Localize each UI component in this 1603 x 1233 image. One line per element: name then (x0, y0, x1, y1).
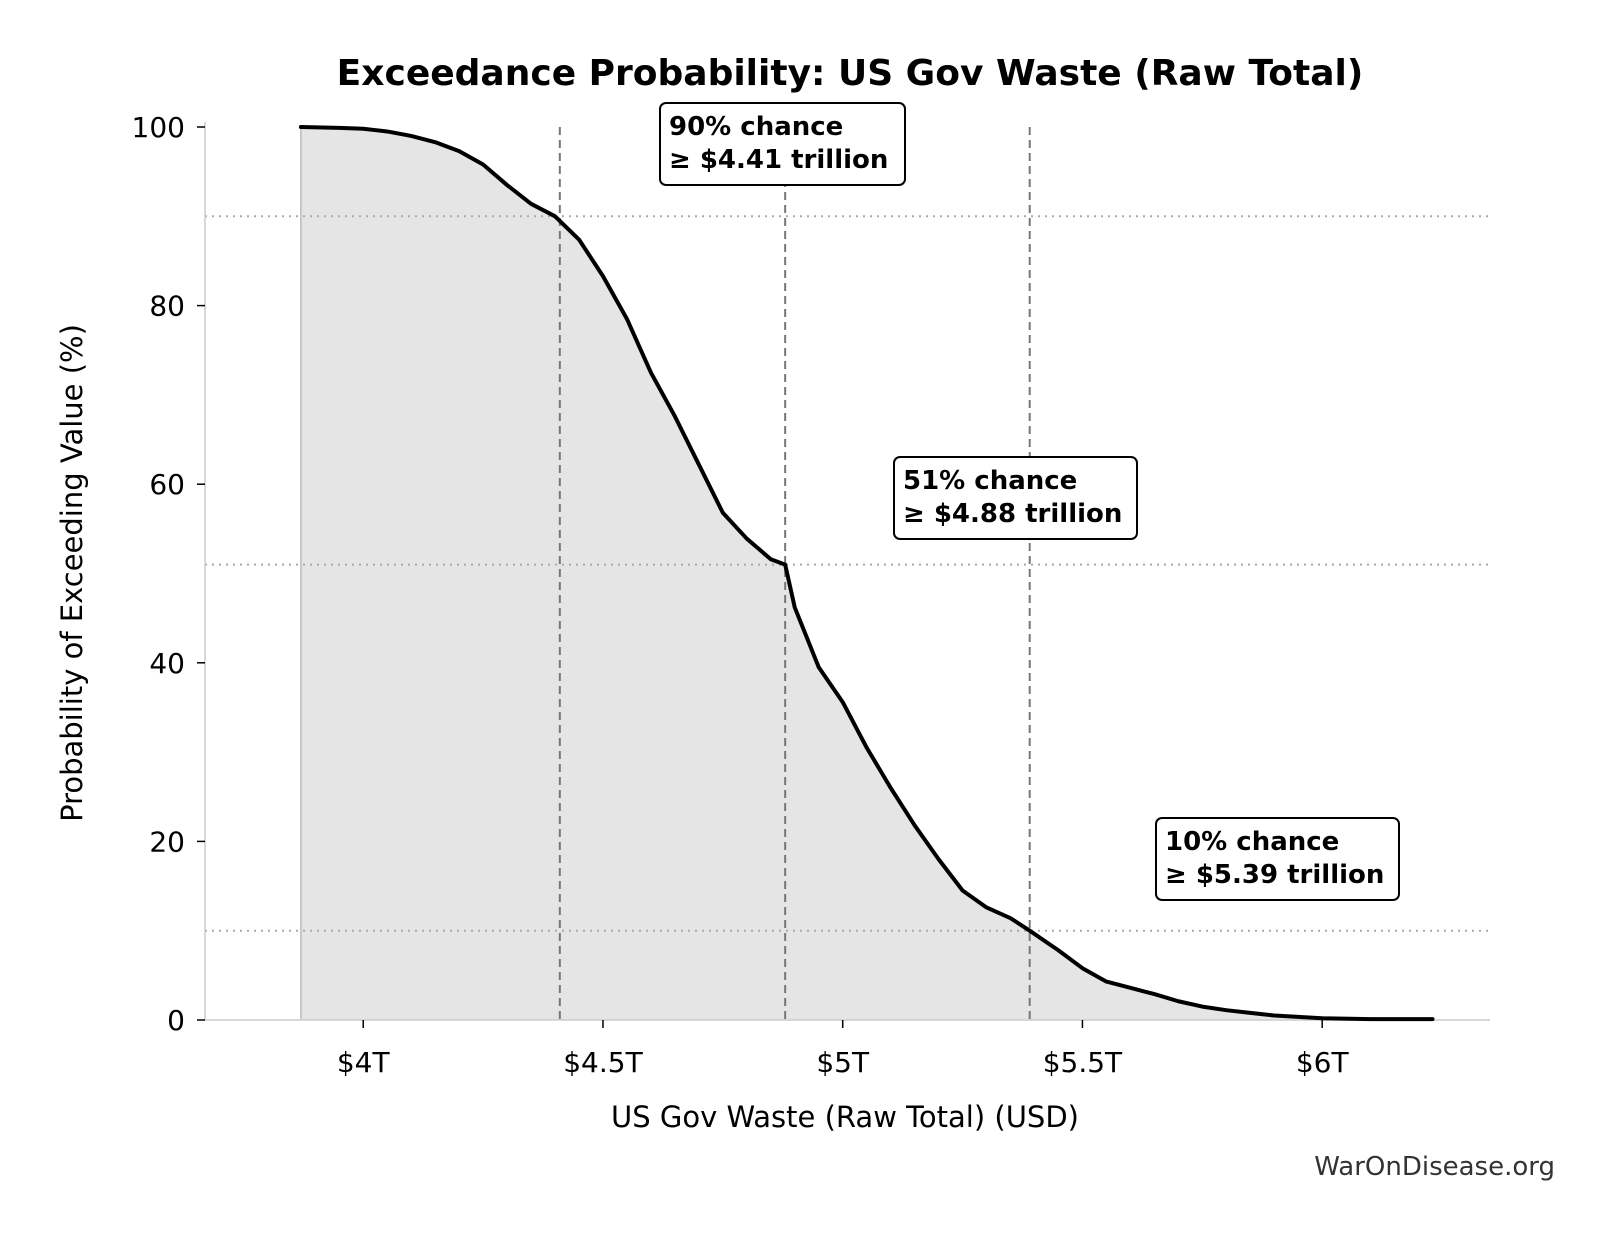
annotation-box-frame (893, 456, 1138, 540)
y-tick-label-100: 100 (132, 111, 185, 144)
curve-layer (298, 125, 1435, 1022)
axes-layer: 0 20 40 60 80 100 $4T $4.5T $5T $5.5T $6T (132, 111, 1490, 1079)
annotation-line1: 51% chance (903, 466, 1077, 496)
annotation-line1: 10% chance (1165, 827, 1339, 857)
area-fill-layer (300, 127, 1433, 1020)
annotation-box-2: 51% chance≥ $4.88 trillion (893, 456, 1138, 540)
x-tick-label-4-5: $4.5T (563, 1046, 643, 1079)
annotation-line2: ≥ $4.41 trillion (669, 145, 888, 175)
y-tick-label-40: 40 (149, 647, 185, 680)
area-fill (300, 127, 1433, 1020)
y-axis-label: Probability of Exceeding Value (%) (55, 324, 89, 822)
annotation-line2: ≥ $5.39 trillion (1165, 860, 1384, 890)
y-tick-label-60: 60 (149, 468, 185, 501)
x-tick-label-5-5: $5.5T (1043, 1046, 1123, 1079)
x-tick-label-4: $4T (337, 1046, 391, 1079)
y-tick-label-0: 0 (167, 1004, 185, 1037)
y-tick-label-80: 80 (149, 290, 185, 323)
y-tick-label-20: 20 (149, 825, 185, 858)
x-axis-label: US Gov Waste (Raw Total) (USD) (611, 1100, 1079, 1134)
x-tick-label-6: $6T (1296, 1046, 1350, 1079)
annotation-box-3: 10% chance≥ $5.39 trillion (1155, 817, 1400, 901)
watermark: WarOnDisease.org (1314, 1152, 1555, 1182)
exceedance-curve (298, 125, 1435, 1022)
chart-title: Exceedance Probability: US Gov Waste (Ra… (337, 53, 1364, 94)
annotation-box-frame (1155, 817, 1400, 901)
x-tick-label-5: $5T (816, 1046, 870, 1079)
annotation-line2: ≥ $4.88 trillion (903, 499, 1122, 529)
annotation-line1: 90% chance (669, 112, 843, 142)
annotation-box-frame (659, 102, 906, 186)
annotation-box-1: 90% chance≥ $4.41 trillion (659, 102, 906, 186)
